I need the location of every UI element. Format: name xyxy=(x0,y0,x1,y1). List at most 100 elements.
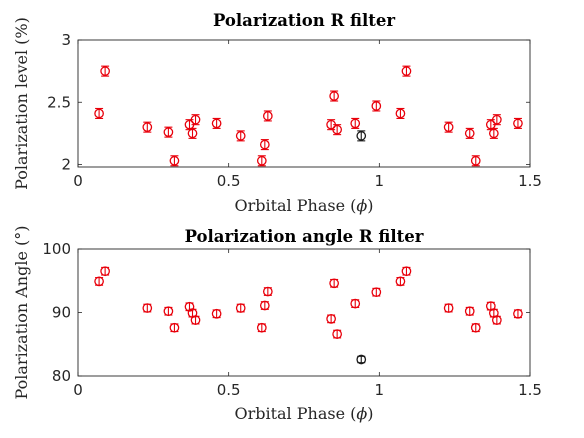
data-marker xyxy=(464,128,475,139)
y-tick-label: 100 xyxy=(42,240,71,258)
y-axis-label: Polarization level (%) xyxy=(12,17,31,190)
data-point xyxy=(464,127,475,139)
data-marker xyxy=(184,301,195,312)
data-marker xyxy=(329,278,339,289)
data-marker xyxy=(187,128,198,139)
data-marker xyxy=(100,266,110,277)
data-marker xyxy=(256,155,267,166)
x-tick-label: 1 xyxy=(375,381,385,399)
data-point xyxy=(190,114,201,126)
data-point xyxy=(492,114,502,126)
x-tick-label: 1.5 xyxy=(518,172,542,190)
data-marker xyxy=(259,300,270,311)
data-point xyxy=(235,303,246,313)
data-marker xyxy=(262,111,273,121)
data-marker xyxy=(256,322,267,333)
data-marker xyxy=(163,306,174,317)
data-point xyxy=(259,139,270,151)
data-marker xyxy=(395,276,406,287)
chart-panel-1: 0 0.5 1 1.5 2 2.5 3 Polarization R filter Orbita… xyxy=(12,11,542,215)
data-marker xyxy=(211,308,222,319)
data-point xyxy=(169,322,180,333)
data-point xyxy=(142,121,153,133)
data-series-1 xyxy=(94,266,523,339)
data-series-1 xyxy=(94,65,523,167)
y-tick-label: 3 xyxy=(61,31,71,49)
x-tick-label: 0.5 xyxy=(217,172,241,190)
data-point xyxy=(262,110,273,122)
data-marker xyxy=(329,91,339,101)
data-marker xyxy=(169,155,180,166)
data-point xyxy=(443,303,454,313)
data-point xyxy=(329,90,339,102)
data-point xyxy=(163,126,174,138)
data-point xyxy=(350,298,361,309)
chart-title: Polarization angle R filter xyxy=(185,227,424,246)
x-axis-label: Orbital Phase (ϕ) xyxy=(234,404,373,423)
data-point xyxy=(464,306,475,317)
x-tick-label: 1 xyxy=(375,172,385,190)
data-marker xyxy=(332,124,342,135)
data-point xyxy=(443,121,454,133)
data-series-2 xyxy=(356,130,367,142)
data-marker xyxy=(464,306,475,317)
data-marker xyxy=(142,122,153,133)
y-axis-label: Polarization Angle (°) xyxy=(12,226,31,400)
chart-title: Polarization R filter xyxy=(213,11,395,30)
data-point xyxy=(262,286,273,297)
data-marker xyxy=(259,139,270,150)
plot-frame xyxy=(77,39,531,168)
x-tick-label: 0 xyxy=(73,172,83,190)
data-point xyxy=(513,308,523,319)
data-marker xyxy=(350,118,361,129)
data-point xyxy=(190,315,201,325)
data-marker xyxy=(443,303,454,313)
data-point xyxy=(142,303,153,313)
data-marker xyxy=(488,128,499,139)
data-marker xyxy=(513,118,523,129)
data-point xyxy=(492,315,502,325)
data-marker xyxy=(94,108,104,119)
data-marker xyxy=(262,286,273,297)
data-marker xyxy=(169,322,180,333)
data-marker xyxy=(163,127,174,137)
data-marker xyxy=(401,66,412,76)
data-marker xyxy=(395,108,406,119)
data-marker xyxy=(371,287,382,298)
data-marker xyxy=(211,118,222,129)
data-marker xyxy=(470,155,481,166)
data-marker xyxy=(332,329,342,339)
data-marker xyxy=(326,313,336,324)
data-point xyxy=(211,308,222,319)
data-point xyxy=(356,354,367,365)
data-point xyxy=(329,278,339,289)
data-marker xyxy=(401,266,412,277)
data-point xyxy=(371,100,382,112)
y-tick-label: 90 xyxy=(52,304,71,322)
data-point xyxy=(100,266,110,277)
data-point xyxy=(94,276,104,287)
data-marker xyxy=(94,276,104,287)
data-marker xyxy=(443,122,454,133)
data-point xyxy=(371,287,382,298)
data-marker xyxy=(100,66,110,76)
data-marker xyxy=(190,315,201,325)
data-point xyxy=(94,107,104,119)
data-point xyxy=(211,117,222,129)
data-point xyxy=(169,155,180,167)
data-marker xyxy=(142,303,153,313)
data-point xyxy=(100,65,110,77)
x-axis-label: Orbital Phase (ϕ) xyxy=(234,196,373,215)
data-point xyxy=(401,266,412,277)
data-point xyxy=(235,130,246,142)
y-tick-label: 2 xyxy=(61,156,71,174)
x-tick-label: 1.5 xyxy=(518,381,542,399)
data-point xyxy=(332,124,342,136)
data-point xyxy=(470,322,481,333)
data-point xyxy=(259,300,270,311)
data-series-2 xyxy=(356,354,367,365)
data-point xyxy=(163,306,174,317)
y-tick-label: 2.5 xyxy=(47,93,71,111)
data-marker xyxy=(492,114,502,125)
